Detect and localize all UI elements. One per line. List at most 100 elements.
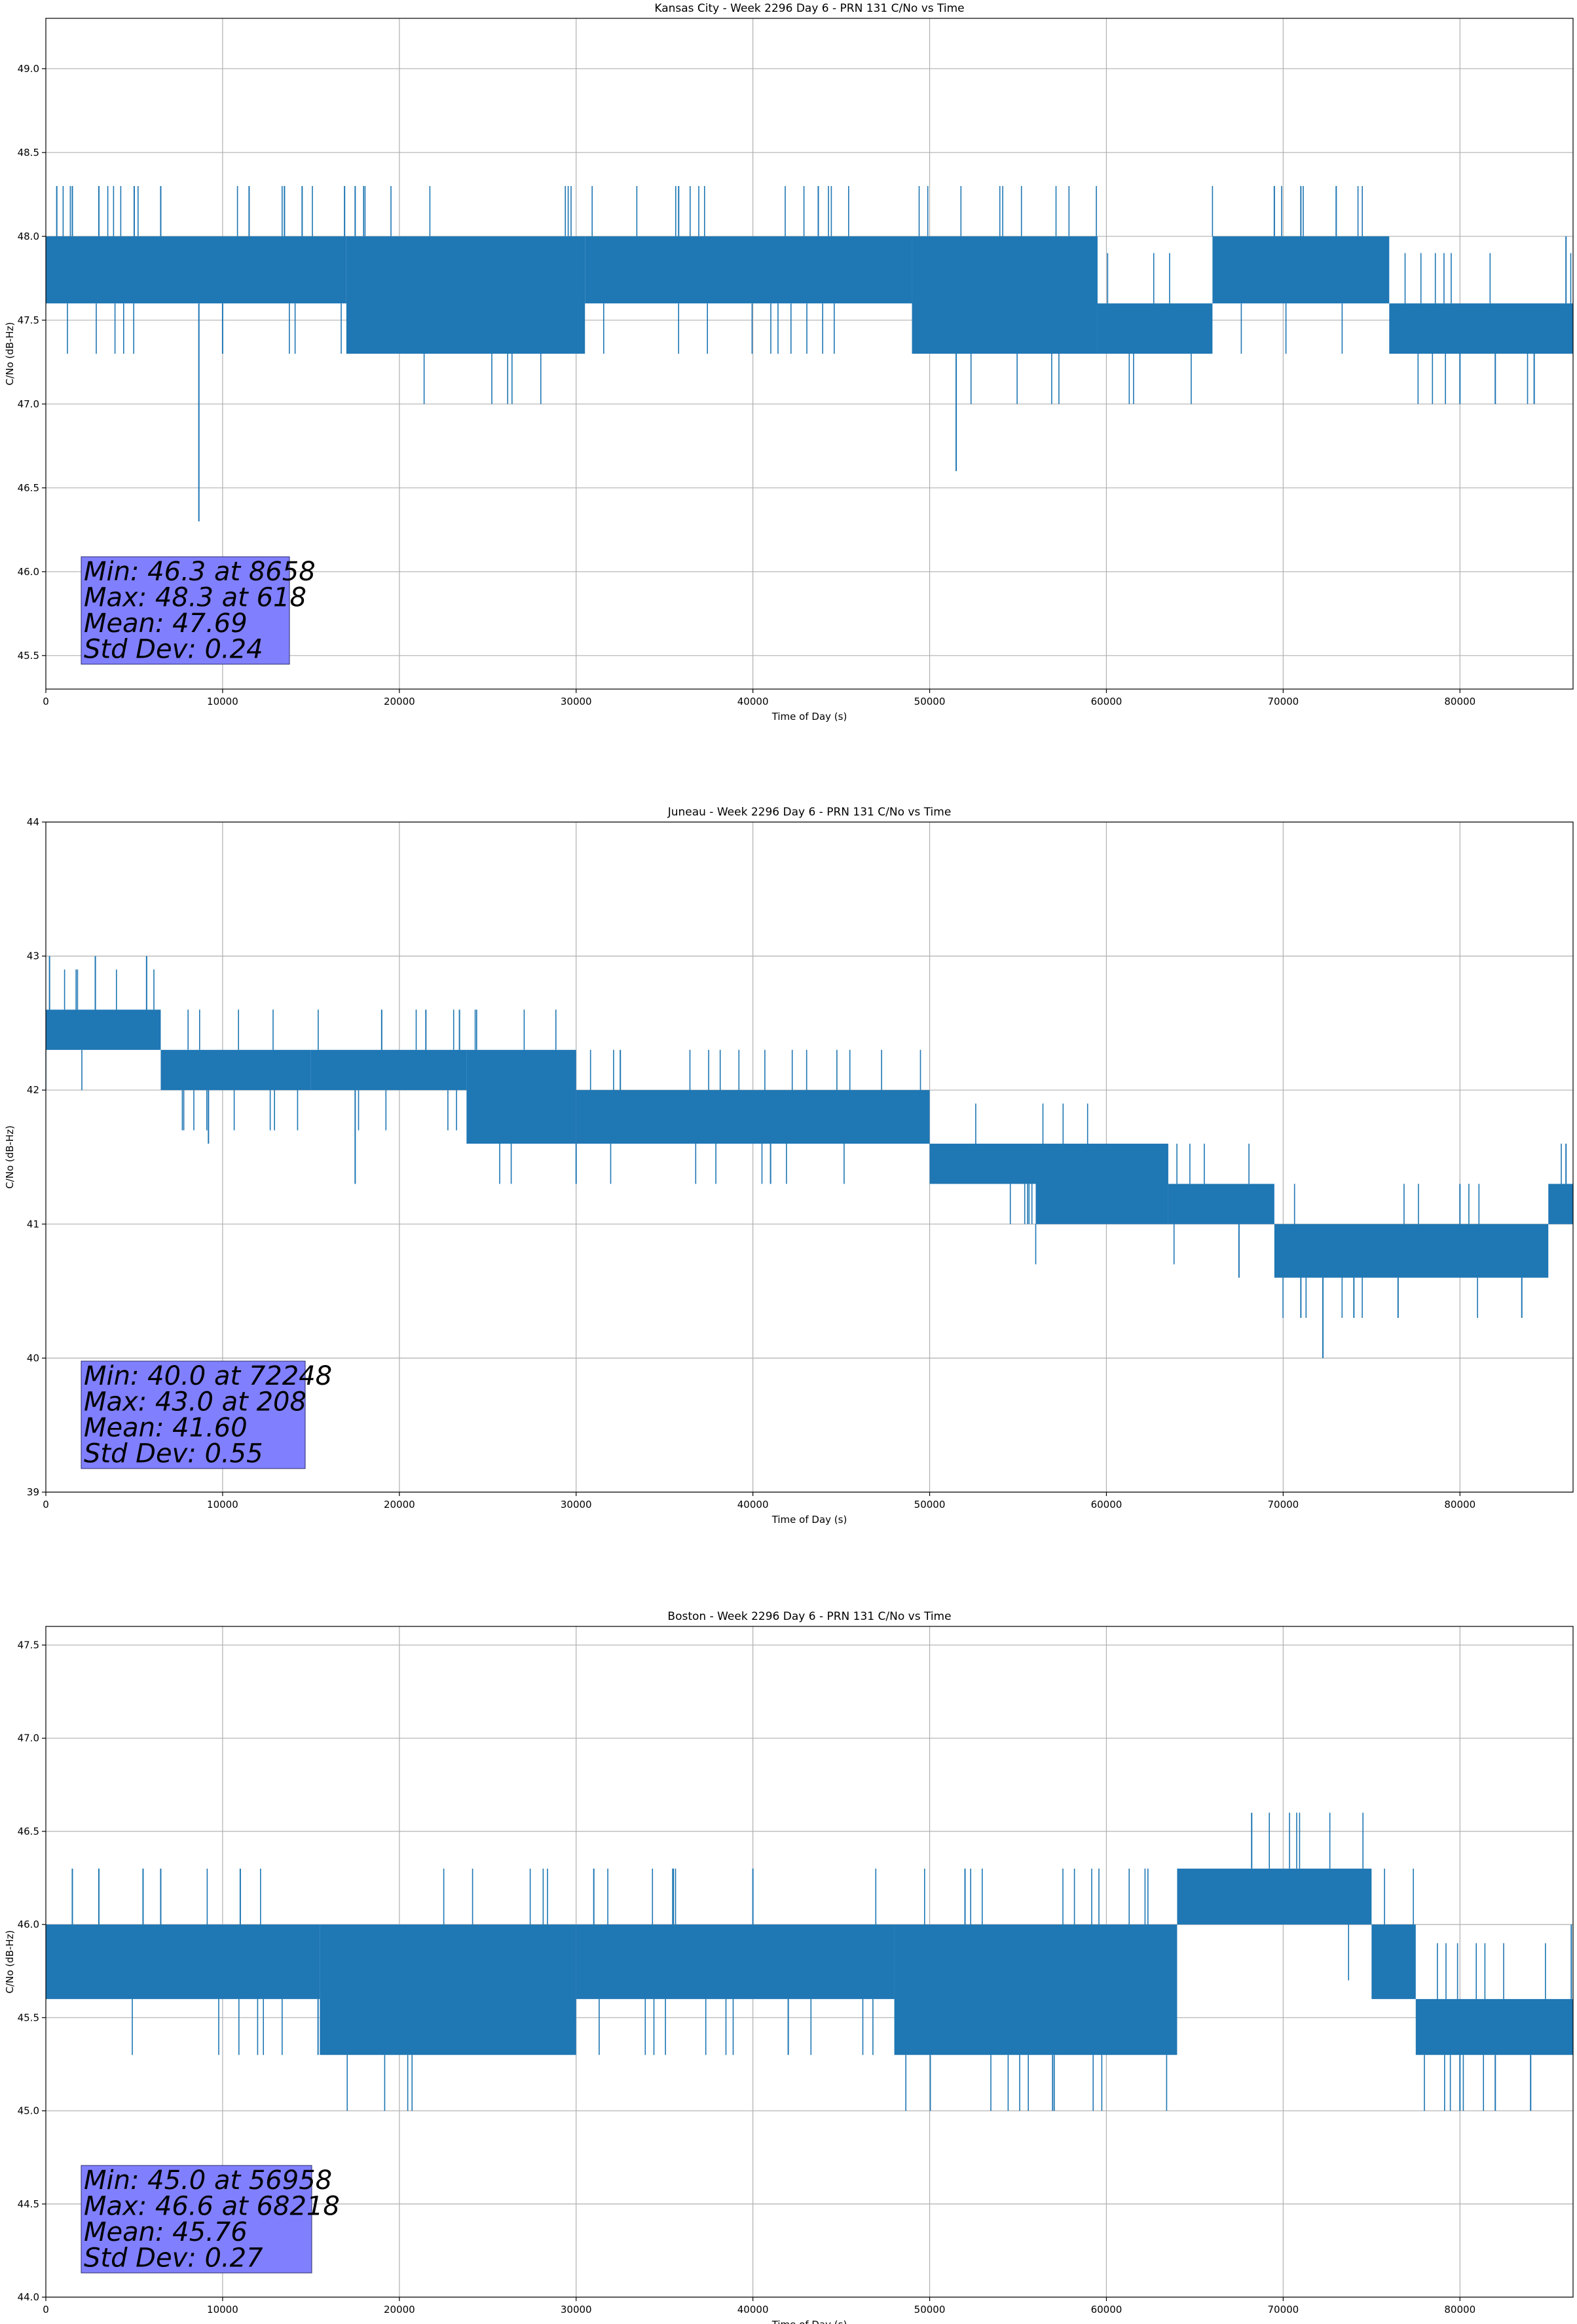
stats-box-background xyxy=(81,556,290,665)
chart-boston: Boston - Week 2296 Day 6 - PRN 131 C/No … xyxy=(4,1610,1574,2324)
x-tick-label: 80000 xyxy=(1444,2304,1475,2315)
stats-line: Max: 43.0 at 208 xyxy=(84,1387,306,1417)
band-segment xyxy=(1371,1924,1416,1999)
y-tick-label: 48.0 xyxy=(18,231,39,242)
y-tick-label: 47.5 xyxy=(18,314,39,326)
stats-line: Min: 45.0 at 56958 xyxy=(84,2165,332,2196)
x-tick-label: 60000 xyxy=(1091,1499,1122,1510)
y-tick-label: 45.5 xyxy=(18,2012,39,2023)
band-segment xyxy=(1035,1144,1168,1224)
band-segment xyxy=(894,1924,1178,2055)
y-axis: 39 40 41 42 43 44 xyxy=(27,816,46,1498)
band-segment xyxy=(1389,303,1573,354)
y-tick-label: 47.0 xyxy=(18,398,39,410)
series-cno xyxy=(46,1812,1573,2111)
x-axis: 0 10000 20000 30000 40000 50000 60000 70000 8000… xyxy=(43,689,1475,707)
stats-line: Std Dev: 0.55 xyxy=(84,1439,263,1469)
y-tick-label: 45.5 xyxy=(18,650,39,662)
band-segment xyxy=(466,1049,576,1144)
y-tick-label: 47.5 xyxy=(18,1639,39,1651)
x-tick-label: 60000 xyxy=(1091,2304,1122,2315)
y-axis-label: C/No (dB-Hz) xyxy=(4,1125,16,1189)
x-tick-label: 0 xyxy=(43,696,49,707)
band-segment xyxy=(320,1924,576,2055)
x-tick-label: 70000 xyxy=(1267,2304,1299,2315)
x-axis: 0 10000 20000 30000 40000 50000 60000 70000 8000… xyxy=(43,2297,1475,2315)
x-axis-label: Time of Day (s) xyxy=(771,1514,847,1526)
plot-frame xyxy=(45,18,1574,690)
stats-box-background xyxy=(81,2165,312,2274)
x-tick-label: 60000 xyxy=(1091,696,1122,707)
x-tick-label: 70000 xyxy=(1267,696,1299,707)
y-tick-label: 40 xyxy=(27,1352,39,1364)
y-tick-label: 43 xyxy=(27,950,39,962)
band-segment xyxy=(1177,1868,1372,1925)
chart-juneau: Juneau - Week 2296 Day 6 - PRN 131 C/No … xyxy=(4,806,1574,1526)
stats-line: Max: 48.3 at 618 xyxy=(84,583,306,613)
y-tick-label: 44.5 xyxy=(18,2198,39,2210)
band-segment xyxy=(1415,1998,1573,2055)
x-tick-label: 10000 xyxy=(207,2304,238,2315)
y-tick-label: 41 xyxy=(27,1218,39,1230)
x-tick-label: 20000 xyxy=(384,1499,415,1510)
x-tick-label: 80000 xyxy=(1444,696,1475,707)
y-tick-label: 46.0 xyxy=(18,566,39,578)
x-tick-label: 50000 xyxy=(914,696,946,707)
y-tick-label: 42 xyxy=(27,1084,39,1096)
stats-line: Mean: 47.69 xyxy=(84,609,248,639)
x-tick-label: 70000 xyxy=(1267,1499,1299,1510)
x-tick-label: 20000 xyxy=(384,696,415,707)
chart-kansas-city: Kansas City - Week 2296 Day 6 - PRN 131 … xyxy=(4,2,1574,722)
band-segment xyxy=(310,1049,467,1091)
y-axis: 45.5 46.0 46.5 47.0 47.5 48.0 48.5 49.0 xyxy=(18,63,46,662)
plot-frame xyxy=(45,1626,1574,2298)
x-tick-label: 10000 xyxy=(207,696,238,707)
band-segment xyxy=(346,236,585,354)
y-tick-label: 47.0 xyxy=(18,1733,39,1744)
stats-box-background xyxy=(81,1360,306,1469)
y-tick-label: 44 xyxy=(27,816,39,828)
band-segment xyxy=(1097,303,1213,354)
chart-title: Juneau - Week 2296 Day 6 - PRN 131 C/No … xyxy=(667,806,952,819)
stats-line: Max: 46.6 at 68218 xyxy=(84,2192,340,2222)
y-tick-label: 44.0 xyxy=(18,2291,39,2303)
series-cno xyxy=(46,186,1573,521)
x-tick-label: 10000 xyxy=(207,1499,238,1510)
band-segment xyxy=(160,1049,311,1091)
x-tick-label: 30000 xyxy=(561,696,592,707)
band-segment xyxy=(912,236,1098,354)
stats-line: Std Dev: 0.24 xyxy=(84,635,263,665)
band-segment xyxy=(1212,236,1390,304)
x-axis: 0 10000 20000 30000 40000 50000 60000 70000 8000… xyxy=(43,1492,1475,1510)
band-segment xyxy=(46,1924,320,1999)
stats-line: Min: 40.0 at 72248 xyxy=(84,1361,332,1391)
y-tick-label: 46.0 xyxy=(18,1919,39,1930)
band-segment xyxy=(1548,1184,1573,1224)
stats-line: Mean: 45.76 xyxy=(84,2217,248,2247)
x-axis-label: Time of Day (s) xyxy=(771,711,847,722)
band-segment xyxy=(929,1144,1036,1184)
stats-line: Mean: 41.60 xyxy=(84,1413,248,1443)
stats-line: Min: 46.3 at 8658 xyxy=(84,557,316,587)
x-tick-label: 40000 xyxy=(737,1499,769,1510)
band-segment xyxy=(1168,1184,1274,1224)
y-axis-label: C/No (dB-Hz) xyxy=(4,322,16,386)
x-tick-label: 40000 xyxy=(737,2304,769,2315)
series-cno xyxy=(46,956,1573,1359)
y-tick-label: 46.5 xyxy=(18,482,39,494)
band-segment xyxy=(576,1090,930,1144)
x-tick-label: 50000 xyxy=(914,2304,946,2315)
band-segment xyxy=(46,236,346,304)
x-tick-label: 30000 xyxy=(561,1499,592,1510)
y-tick-label: 48.5 xyxy=(18,147,39,159)
band-segment xyxy=(585,236,912,304)
y-tick-label: 39 xyxy=(27,1486,39,1498)
x-tick-label: 0 xyxy=(43,1499,49,1510)
x-tick-label: 30000 xyxy=(561,2304,592,2315)
x-tick-label: 0 xyxy=(43,2304,49,2315)
y-tick-label: 46.5 xyxy=(18,1826,39,1837)
